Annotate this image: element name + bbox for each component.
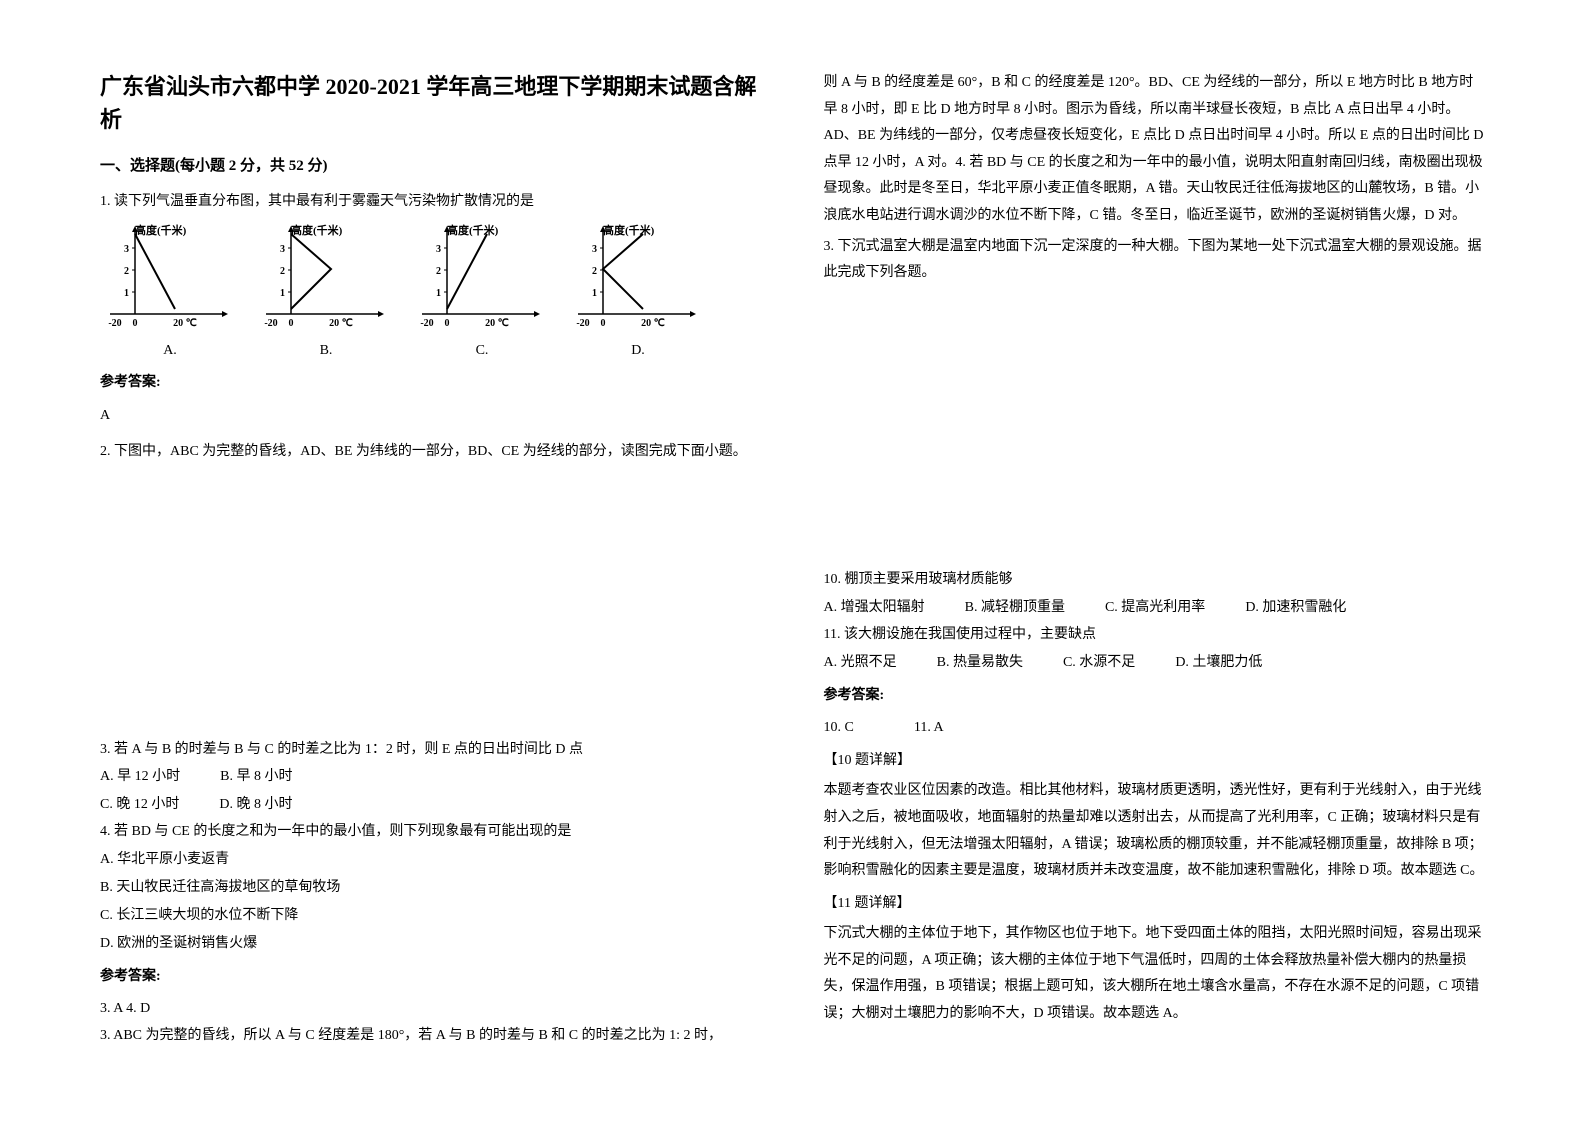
svg-text:1: 1 (280, 288, 285, 299)
q3-sub10-opt-b: B. 减轻棚顶重量 (965, 594, 1065, 622)
svg-text:0: 0 (289, 318, 294, 329)
svg-text:0: 0 (601, 318, 606, 329)
q1-label-c: C. (412, 338, 552, 365)
q3-prompt: 3. 下沉式温室大棚是温室内地面下沉一定深度的一种大棚。下图为某地一处下沉式温室… (824, 234, 1488, 287)
q2-prompt: 2. 下图中，ABC 为完整的昏线，AD、BE 为纬线的一部分，BD、CE 为经… (100, 439, 764, 466)
q2-sub4-opt-c: C. 长江三峡大坝的水位不断下降 (100, 902, 764, 930)
q2-answer-label: 参考答案: (100, 964, 764, 991)
svg-text:高度(千米): 高度(千米) (135, 224, 187, 237)
q3-sub10-opt-c: C. 提高光利用率 (1105, 594, 1205, 622)
q1-answer-label: 参考答案: (100, 370, 764, 397)
q1-chart-b: 高度(千米) 1 2 3 -20 0 20 ℃ (256, 224, 396, 334)
q3-sub11-options: A. 光照不足 B. 热量易散失 C. 水源不足 D. 土壤肥力低 (824, 649, 1488, 677)
q3: 3. 下沉式温室大棚是温室内地面下沉一定深度的一种大棚。下图为某地一处下沉式温室… (824, 234, 1488, 1032)
page-title: 广东省汕头市六都中学 2020-2021 学年高三地理下学期期末试题含解析 (100, 70, 764, 136)
q2-explain3: 3. ABC 为完整的昏线，所以 A 与 C 经度差是 180°，若 A 与 B… (100, 1023, 764, 1050)
q3-answer-label: 参考答案: (824, 683, 1488, 710)
svg-text:1: 1 (436, 288, 441, 299)
svg-text:20 ℃: 20 ℃ (485, 318, 509, 329)
q3-answers: 10. C 11. A (824, 715, 1488, 742)
svg-text:3: 3 (124, 244, 129, 255)
svg-text:3: 3 (280, 244, 285, 255)
section-heading: 一、选择题(每小题 2 分，共 52 分) (100, 154, 764, 175)
q2-sub3-prompt: 3. 若 A 与 B 的时差与 B 与 C 的时差之比为 1：2 时，则 E 点… (100, 737, 764, 764)
q1-label-b: B. (256, 338, 396, 365)
q2-sub3-opt-b: B. 早 8 小时 (220, 763, 292, 791)
svg-text:高度(千米): 高度(千米) (447, 224, 499, 237)
svg-text:3: 3 (436, 244, 441, 255)
svg-text:高度(千米): 高度(千米) (603, 224, 655, 237)
q2-sub3-options: A. 早 12 小时 B. 早 8 小时 C. 晚 12 小时 D. 晚 8 小… (100, 763, 764, 819)
q1-label-a: A. (100, 338, 240, 365)
q2-explain-continued: 则 A 与 B 的经度差是 60°，B 和 C 的经度差是 120°。BD、CE… (824, 70, 1488, 230)
svg-text:-20: -20 (264, 318, 277, 329)
svg-text:3: 3 (592, 244, 597, 255)
left-column: 广东省汕头市六都中学 2020-2021 学年高三地理下学期期末试题含解析 一、… (100, 70, 764, 1052)
svg-text:-20: -20 (576, 318, 589, 329)
svg-text:-20: -20 (108, 318, 121, 329)
q2-sub3-opt-d: D. 晚 8 小时 (219, 791, 292, 819)
q3-explain10: 本题考查农业区位因素的改造。相比其他材料，玻璃材质更透明，透光性好，更有利于光线… (824, 778, 1488, 884)
svg-text:1: 1 (592, 288, 597, 299)
q2-sub4-prompt: 4. 若 BD 与 CE 的长度之和为一年中的最小值，则下列现象最有可能出现的是 (100, 819, 764, 846)
q3-sub11-prompt: 11. 该大棚设施在我国使用过程中，主要缺点 (824, 622, 1488, 649)
q3-sub10-prompt: 10. 棚顶主要采用玻璃材质能够 (824, 567, 1488, 594)
q1-chart-d: 高度(千米) 1 2 3 -20 0 20 ℃ (568, 224, 708, 334)
q2-answers: 3. A 4. D (100, 996, 764, 1023)
q3-sub11-opt-b: B. 热量易散失 (937, 649, 1023, 677)
q2-sub4-opt-a: A. 华北平原小麦返青 (100, 846, 764, 874)
q3-sub11-opt-a: A. 光照不足 (824, 649, 897, 677)
right-column: 则 A 与 B 的经度差是 60°，B 和 C 的经度差是 120°。BD、CE… (824, 70, 1488, 1052)
q1-chart-c: 高度(千米) 1 2 3 -20 0 20 ℃ (412, 224, 552, 334)
q3-explain11-h: 【11 题详解】 (824, 891, 1488, 918)
q3-sub11-opt-c: C. 水源不足 (1063, 649, 1135, 677)
q3-diagram (824, 297, 1244, 547)
svg-text:20 ℃: 20 ℃ (329, 318, 353, 329)
svg-text:1: 1 (124, 288, 129, 299)
svg-text:20 ℃: 20 ℃ (173, 318, 197, 329)
svg-text:20 ℃: 20 ℃ (641, 318, 665, 329)
q2: 2. 下图中，ABC 为完整的昏线，AD、BE 为纬线的一部分，BD、CE 为经… (100, 439, 764, 1053)
svg-text:2: 2 (280, 266, 285, 277)
q1-prompt: 1. 读下列气温垂直分布图，其中最有利于雾霾天气污染物扩散情况的是 (100, 189, 764, 216)
q1-answer: A (100, 403, 764, 430)
q3-answer-10: 10. C (824, 715, 854, 742)
q3-explain11: 下沉式大棚的主体位于地下，其作物区也位于地下。地下受四面土体的阻挡，太阳光照时间… (824, 921, 1488, 1027)
q3-sub10-opt-d: D. 加速积雪融化 (1245, 594, 1346, 622)
q1-label-d: D. (568, 338, 708, 365)
q1: 1. 读下列气温垂直分布图，其中最有利于雾霾天气污染物扩散情况的是 高度(千米)… (100, 189, 764, 429)
svg-text:高度(千米): 高度(千米) (291, 224, 343, 237)
q2-sub4-opt-d: D. 欧洲的圣诞树销售火爆 (100, 930, 764, 958)
q1-charts: 高度(千米) 1 2 3 -20 0 20 ℃ 高度(千米) 1 2 3 -20 0 20 ℃ 高度(千… (100, 224, 764, 334)
q3-answer-11: 11. A (914, 715, 944, 742)
q3-sub10-opt-a: A. 增强太阳辐射 (824, 594, 925, 622)
q2-sub3-opt-c: C. 晚 12 小时 (100, 791, 179, 819)
q2-sub4-opt-b: B. 天山牧民迁往高海拔地区的草甸牧场 (100, 874, 764, 902)
svg-text:2: 2 (124, 266, 129, 277)
q1-chart-labels: A. B. C. D. 高度(千米)123-20020 ℃ (100, 338, 764, 365)
q3-explain10-h: 【10 题详解】 (824, 748, 1488, 775)
q2-diagram (100, 476, 380, 716)
svg-text:2: 2 (436, 266, 441, 277)
svg-text:2: 2 (592, 266, 597, 277)
q3-sub10-options: A. 增强太阳辐射 B. 减轻棚顶重量 C. 提高光利用率 D. 加速积雪融化 (824, 594, 1488, 622)
q3-sub11-opt-d: D. 土壤肥力低 (1175, 649, 1262, 677)
q1-chart-a: 高度(千米) 1 2 3 -20 0 20 ℃ (100, 224, 240, 334)
q2-sub3-opt-a: A. 早 12 小时 (100, 763, 180, 791)
q2-sub4-options: A. 华北平原小麦返青 B. 天山牧民迁往高海拔地区的草甸牧场 C. 长江三峡大… (100, 846, 764, 958)
svg-text:-20: -20 (420, 318, 433, 329)
svg-text:0: 0 (133, 318, 138, 329)
svg-text:0: 0 (445, 318, 450, 329)
